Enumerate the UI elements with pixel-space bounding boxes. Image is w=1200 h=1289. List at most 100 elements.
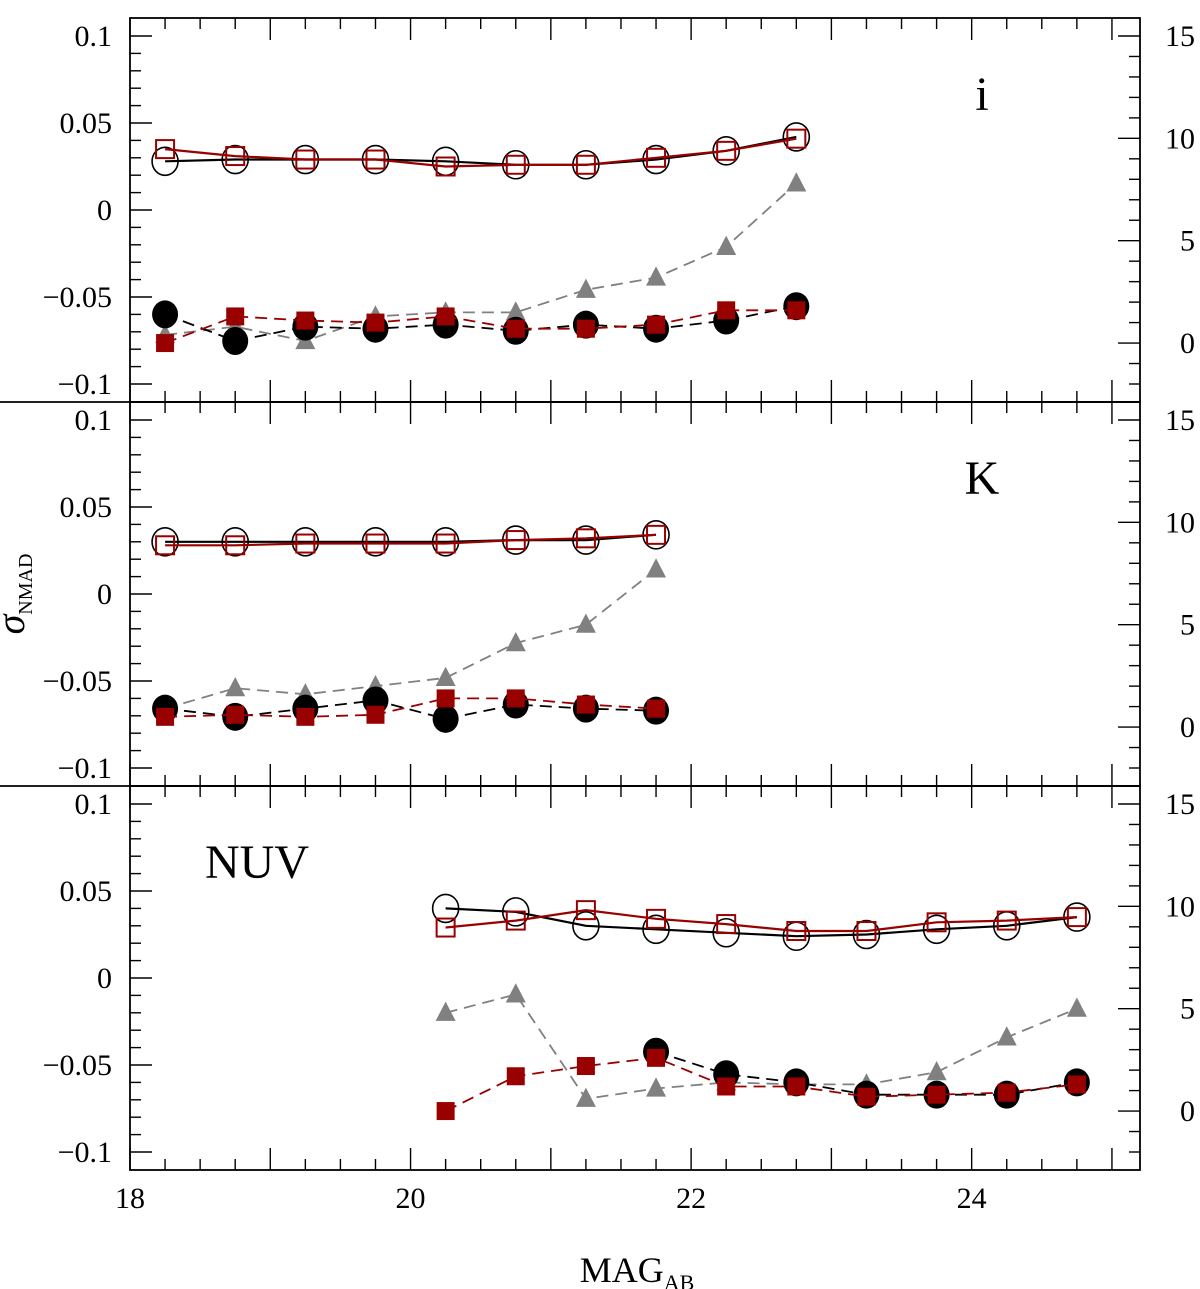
- band-label: i: [975, 68, 988, 121]
- data-point: [646, 266, 667, 286]
- data-point: [436, 689, 455, 708]
- data-point: [576, 319, 595, 338]
- data-point: [576, 1057, 595, 1076]
- data-point: [787, 301, 806, 320]
- left-y-tick-label: 0.05: [60, 491, 113, 524]
- right-y-tick-label: 5: [1180, 609, 1195, 642]
- data-point: [646, 558, 667, 578]
- x-tick-label: 22: [676, 1182, 706, 1215]
- data-point: [575, 154, 596, 175]
- series-open-circle: [151, 122, 811, 180]
- right-y-tick-label: 0: [1180, 711, 1195, 744]
- data-point: [435, 1001, 456, 1021]
- data-point: [226, 307, 245, 326]
- data-point: [572, 910, 600, 941]
- data-point: [505, 910, 526, 931]
- right-y-tick-label: 10: [1165, 890, 1195, 923]
- data-point: [716, 140, 737, 161]
- right-y-tick-label: 0: [1180, 327, 1195, 360]
- data-point: [922, 914, 951, 945]
- data-point: [226, 705, 245, 724]
- data-point: [646, 524, 667, 545]
- y-axis-label-main: σ: [0, 613, 33, 634]
- series-filled-triangle: [155, 558, 667, 717]
- left-y-tick-label: −0.05: [43, 1049, 112, 1082]
- series-line: [165, 135, 797, 166]
- x-tick-label: 24: [957, 1182, 987, 1215]
- series-line: [164, 137, 797, 168]
- data-point: [575, 1087, 596, 1107]
- panel-k: 0.1 0.05 0 −0.05 −0.1 15 10 5 0 K: [0, 401, 1195, 787]
- left-y-tick-label: −0.1: [58, 752, 112, 785]
- series-open-circle: [431, 893, 1091, 952]
- series-line: [164, 182, 797, 342]
- data-point: [716, 914, 737, 935]
- series-filled-triangle: [435, 983, 1087, 1107]
- data-point: [926, 912, 947, 933]
- series-line: [445, 1056, 1078, 1112]
- series-open-square: [435, 900, 1087, 942]
- band-label: K: [965, 452, 1000, 505]
- data-point: [717, 1077, 736, 1096]
- left-y-tick-label: −0.05: [43, 665, 112, 698]
- right-y-tick-label: 10: [1165, 506, 1195, 539]
- data-point: [575, 528, 596, 549]
- data-point: [712, 917, 740, 948]
- data-point: [647, 315, 666, 334]
- data-point: [505, 154, 526, 175]
- data-point: [505, 301, 526, 321]
- data-point: [365, 149, 386, 170]
- right-y-tick-label: 5: [1180, 225, 1195, 258]
- series-line: [164, 305, 797, 342]
- data-point: [646, 147, 667, 168]
- series-filled-circle: [152, 292, 810, 356]
- data-point: [786, 128, 807, 149]
- data-point: [366, 705, 385, 724]
- data-point: [365, 533, 386, 554]
- x-axis-label-main: MAG: [580, 1250, 664, 1289]
- data-point: [786, 921, 807, 942]
- data-point: [716, 235, 737, 255]
- series-line: [164, 309, 797, 344]
- data-point: [505, 530, 526, 551]
- data-point: [786, 172, 807, 192]
- data-point: [575, 613, 596, 633]
- data-point: [155, 535, 176, 556]
- series-open-square: [155, 524, 667, 556]
- data-point: [295, 533, 316, 554]
- data-point: [717, 301, 736, 320]
- data-point: [997, 1083, 1016, 1102]
- data-point: [857, 1087, 876, 1106]
- data-point: [156, 334, 175, 353]
- right-y-tick-label: 10: [1165, 122, 1195, 155]
- data-point: [1066, 907, 1087, 928]
- data-point: [926, 1061, 947, 1081]
- panels-layer: 0.1 0.05 0 −0.05 −0.1 15 10 5 0 i 0.1 0.05 0 −0.05 −0.…: [0, 17, 1195, 1215]
- data-point: [782, 122, 811, 152]
- series-line: [445, 907, 1078, 938]
- data-point: [151, 526, 179, 557]
- data-point: [506, 1067, 525, 1086]
- left-y-tick-label: 0: [97, 194, 112, 227]
- data-point: [296, 311, 315, 330]
- data-point: [431, 893, 460, 924]
- series-filled-square: [156, 689, 666, 726]
- data-point: [572, 525, 600, 555]
- x-tick-label: 20: [396, 1182, 426, 1215]
- left-y-tick-label: −0.1: [58, 368, 112, 401]
- data-point: [435, 666, 456, 687]
- series-line: [445, 993, 1078, 1100]
- panel-nuv: 0.1 0.05 0 −0.05 −0.1 15 10 5 0 NUV: [43, 785, 1195, 1171]
- data-point: [647, 1048, 666, 1067]
- series-filled-square: [156, 301, 806, 353]
- series-filled-square: [436, 1048, 1086, 1121]
- data-point: [505, 631, 526, 652]
- data-point: [642, 914, 670, 945]
- right-y-tick-label: 15: [1165, 788, 1195, 821]
- data-point: [221, 526, 250, 557]
- data-point: [996, 1026, 1017, 1046]
- y-axis-label-subscript: NMAD: [15, 554, 37, 615]
- y-axis-label: σNMAD: [0, 554, 37, 635]
- data-point: [436, 307, 455, 326]
- panel-i: 0.1 0.05 0 −0.05 −0.1 15 10 5 0 i: [0, 17, 1195, 403]
